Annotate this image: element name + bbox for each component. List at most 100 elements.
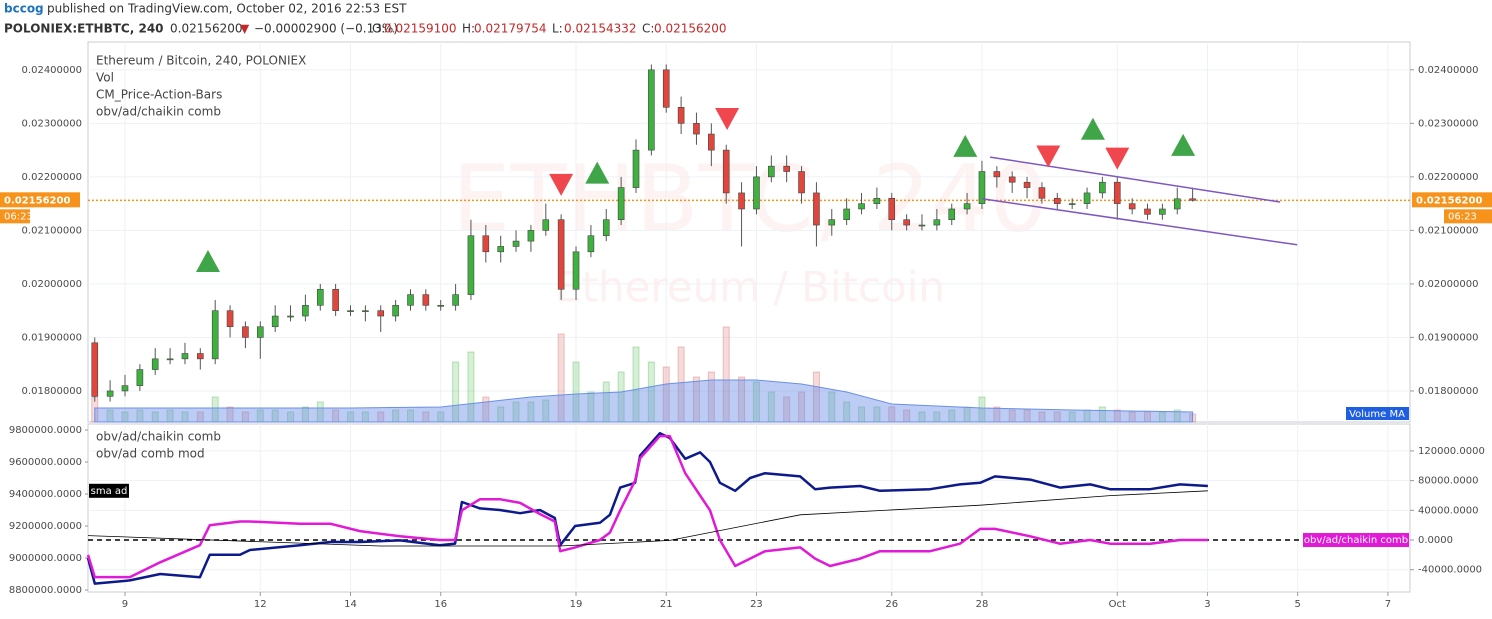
candle-body [422, 294, 430, 306]
y-tick-label: 0.01800000 [22, 386, 82, 397]
candle-body [1099, 181, 1106, 194]
candle-body [151, 358, 159, 370]
y-tick-label: 0.02000000 [22, 279, 82, 290]
candle-body [1068, 203, 1076, 205]
candle-body [1038, 187, 1046, 199]
last-price-tag [1412, 192, 1492, 208]
indicator-line [87, 490, 1208, 547]
candle-body [166, 358, 174, 361]
indicator-legend: obv/ad comb mod [96, 447, 205, 461]
candle-body [828, 219, 836, 226]
y-tick-label: 0.01900000 [1418, 332, 1478, 343]
candle-body [527, 230, 535, 242]
buy-signal [195, 249, 220, 272]
candle-body [497, 246, 505, 253]
candle-body [933, 219, 941, 226]
candle-body [948, 208, 956, 220]
volume-ma-area [94, 379, 1194, 423]
candle-body [1053, 197, 1061, 204]
candle-body [993, 171, 1001, 178]
y-tick-label: 0.02300000 [1418, 118, 1478, 129]
countdown-tag [0, 209, 30, 224]
candle-body [888, 197, 896, 220]
candle-body [482, 235, 490, 253]
ohlc-value: 0.02154332 [564, 22, 637, 36]
candle-body [753, 176, 760, 210]
x-tick-label: 16 [434, 599, 447, 610]
y-tick-label: 0.02100000 [22, 225, 82, 236]
trend-channel-line [989, 156, 1281, 203]
candle-body [437, 305, 445, 307]
countdown-label: 06:23 [4, 211, 33, 222]
candle-body [617, 187, 625, 220]
candle-body [1144, 208, 1151, 215]
y-tick-label: 0.01900000 [22, 332, 82, 343]
x-tick-label: 5 [1295, 599, 1301, 610]
y-tick-label: 0.02200000 [22, 172, 82, 183]
sell-signal [1036, 145, 1061, 168]
background-layer: ETHBTC, 240 Ethereum / Bitcoin [88, 42, 1410, 592]
trend-channel-line [981, 198, 1298, 246]
byline: published on TradingView.com, October 02… [47, 2, 407, 16]
watermark: Ethereum / Bitcoin [555, 263, 945, 312]
candle-body [347, 310, 354, 312]
last-price-label: 0.02156200 [4, 195, 70, 206]
series-tag-label: sma ad [91, 486, 128, 497]
candle-body [197, 353, 204, 360]
countdown-label: 06:23 [1448, 211, 1477, 222]
candle-body [1083, 192, 1091, 204]
candle-body [963, 203, 971, 210]
buy-signal [1171, 133, 1196, 156]
sell-signal [549, 173, 574, 196]
candle-body [708, 133, 715, 151]
candle-body [602, 219, 610, 237]
candle-body [978, 171, 986, 204]
candle-body [392, 305, 399, 317]
last-price: 0.02156200 [170, 22, 243, 36]
candle-body [106, 390, 114, 397]
x-tick-label: 21 [660, 599, 673, 610]
series-tag [89, 483, 129, 498]
candle-body [1159, 208, 1166, 215]
series-tag-label: obv/ad/chaikin comb [1304, 535, 1408, 546]
candle-body [256, 326, 264, 338]
y-tick-label: 9200000.0000 [9, 521, 82, 532]
candle-body [798, 171, 805, 194]
y-tick-label: 0.02400000 [22, 65, 82, 76]
symbol: POLONIEX:ETHBTC, 240 [4, 22, 164, 36]
x-tick-label: Oct [1109, 599, 1126, 610]
y-tick-label: 0.02000000 [1418, 279, 1478, 290]
candle-body [632, 149, 640, 188]
ohlc-label: H: [462, 22, 475, 36]
indicator-legend: obv/ad/chaikin comb [96, 430, 221, 444]
volume-ma-tag [1346, 407, 1409, 420]
candle-body [121, 385, 129, 392]
y-tick-label: 0.02400000 [1418, 65, 1478, 76]
legend-entry: obv/ad/chaikin comb [96, 105, 221, 119]
y-tick-label: 9800000.0000 [9, 425, 82, 436]
candle-body [587, 235, 595, 253]
candle-body [768, 165, 775, 178]
candle-body [1113, 181, 1121, 204]
indicator-line [86, 434, 1208, 579]
indicator-pane [87, 423, 1411, 593]
author[interactable]: bccog [4, 2, 44, 16]
legend-entry: Ethereum / Bitcoin, 240, POLONIEX [96, 54, 306, 68]
candle-body [662, 69, 670, 108]
volume-ma-label: Volume MA [1349, 409, 1405, 420]
legend-entry: CM_Price-Action-Bars [96, 88, 222, 102]
legend-entry: Vol [96, 71, 114, 85]
x-tick-label: 9 [122, 599, 128, 610]
candle-body [136, 369, 144, 386]
candle-body [813, 192, 820, 226]
y2-tick-label: 80000.0000 [1418, 476, 1478, 487]
buy-signal [585, 161, 610, 184]
ohlc-label: C: [642, 22, 654, 36]
candle-body [91, 342, 99, 397]
ohlc-label: L: [552, 22, 563, 36]
y2-tick-label: -40000.0000 [1418, 565, 1482, 576]
candle-body [693, 123, 700, 135]
candle-body [452, 294, 459, 306]
